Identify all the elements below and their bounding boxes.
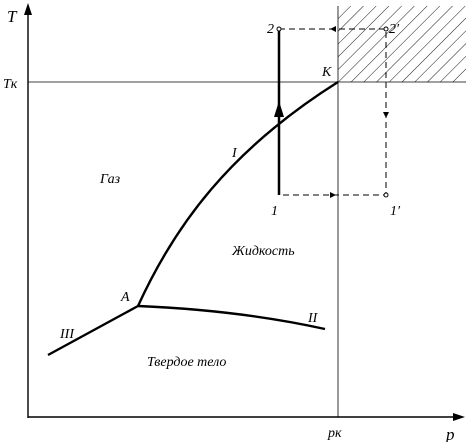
critical-point-label: K: [321, 65, 332, 80]
triple-point-label: A: [120, 290, 130, 305]
critical-temperature-tick: Tк: [3, 77, 18, 92]
x-axis-arrow: [453, 413, 465, 421]
critical-pressure-tick: pк: [327, 426, 342, 441]
point-2-label: 2: [267, 22, 274, 37]
direct-transition-arrow: [274, 101, 284, 117]
dashed-arrow-bottom: [330, 192, 336, 198]
point-1-label: 1: [271, 204, 278, 219]
supercritical-hatch: [338, 6, 466, 82]
sublimation-curve: [47, 304, 139, 357]
point-2-marker: [276, 26, 282, 32]
point-2prime-label: 2′: [389, 22, 400, 37]
solid-region-label: Твердое тело: [147, 355, 226, 370]
liquid-region-label: Жидкость: [231, 244, 295, 259]
sublimation-curve-label: III: [59, 327, 75, 342]
y-axis-arrow: [24, 3, 32, 15]
point-1prime-label: 1′: [390, 204, 401, 219]
dashed-arrow-right: [383, 112, 389, 118]
point-1prime-marker: [383, 192, 389, 198]
dashed-arrow-top: [330, 26, 336, 32]
melting-curve: [137, 304, 326, 331]
x-axis-label: p: [445, 425, 455, 442]
y-axis-label: T: [7, 7, 18, 26]
point-2prime-marker: [383, 26, 389, 32]
gas-region-label: Газ: [99, 172, 121, 187]
evaporation-curve-label: I: [231, 146, 238, 161]
evaporation-curve: [136, 80, 339, 307]
melting-curve-label: II: [307, 311, 319, 326]
